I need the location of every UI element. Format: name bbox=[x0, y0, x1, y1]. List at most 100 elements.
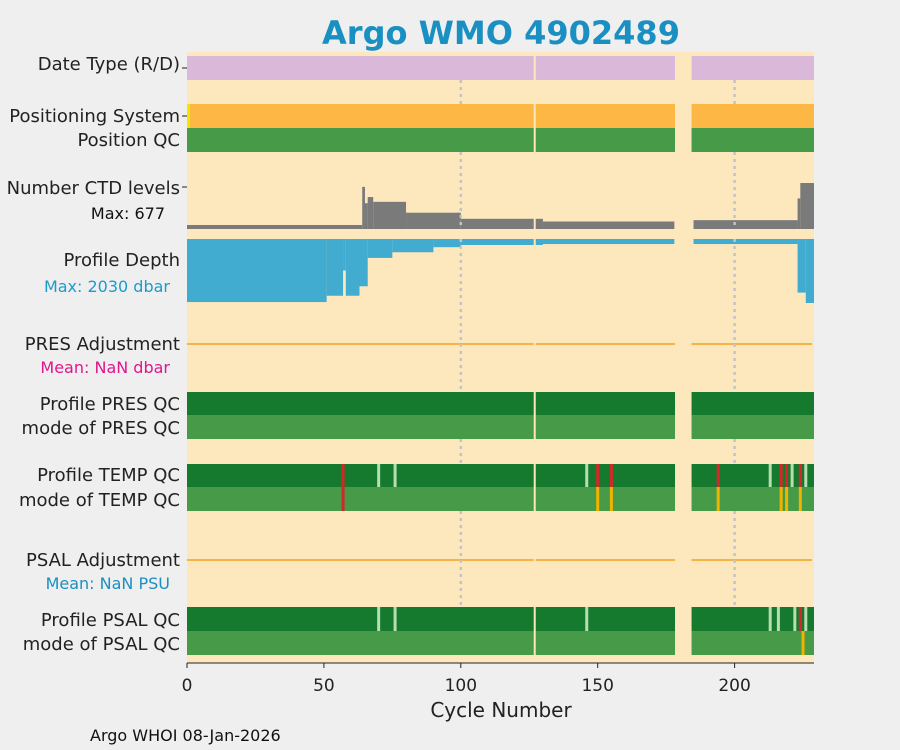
temp-qc-band-right bbox=[691, 464, 814, 487]
plot-background bbox=[187, 52, 814, 663]
psal-qc-flag-5 bbox=[793, 607, 797, 631]
ctd-level-bar-4 bbox=[373, 201, 407, 229]
profile-depth-bar-10 bbox=[693, 239, 798, 245]
positioning-band-right bbox=[691, 104, 814, 128]
ctd-levels-label: Number CTD levels bbox=[7, 178, 180, 199]
psal-mean-label: Mean: NaN PSU bbox=[46, 574, 170, 593]
x-tick-label-4: 200 bbox=[718, 676, 750, 696]
temp-qc-flag-4 bbox=[596, 464, 600, 487]
profile-depth-bar-11 bbox=[797, 239, 806, 293]
ctd-level-bar-6 bbox=[460, 218, 543, 229]
temp-qc-flag-6 bbox=[716, 464, 720, 487]
profile-depth-bar-9 bbox=[542, 239, 675, 245]
temp-qc-flag-3 bbox=[585, 464, 589, 487]
ctd-max-label: Max: 677 bbox=[91, 204, 165, 223]
profile-depth-bar-2 bbox=[343, 239, 346, 271]
temp-qc-flag-5 bbox=[609, 464, 613, 487]
ctd-level-bar-0 bbox=[187, 225, 363, 229]
temp-qc-band-left bbox=[187, 464, 676, 487]
psal-qc-flag-4 bbox=[776, 607, 780, 631]
ctd-level-bar-3 bbox=[367, 197, 374, 229]
profile-depth-bar-4 bbox=[359, 239, 368, 287]
positioning-flag bbox=[187, 104, 190, 128]
temp-qc-flag-8 bbox=[779, 464, 783, 487]
profile-depth-bar-5 bbox=[367, 239, 393, 258]
temp-qc-flag-2 bbox=[393, 464, 397, 487]
psal-qc-flag-3 bbox=[768, 607, 772, 631]
temp-qc-label: Profile TEMP QC bbox=[37, 465, 180, 486]
temp-mode-flag-2 bbox=[609, 487, 613, 511]
temp-mode-flag-4 bbox=[779, 487, 783, 511]
temp-mode-band-right bbox=[691, 487, 814, 511]
date-type-band-left bbox=[187, 56, 676, 80]
temp-qc-flag-9 bbox=[785, 464, 789, 487]
profile-depth-bar-6 bbox=[392, 239, 434, 253]
psal-mode-label: mode of PSAL QC bbox=[23, 634, 180, 655]
temp-qc-flag-1 bbox=[377, 464, 381, 487]
ctd-level-bar-10 bbox=[800, 183, 814, 229]
temp-mode-flag-1 bbox=[596, 487, 600, 511]
temp-mode-flag-3 bbox=[716, 487, 720, 511]
position-qc-band-right bbox=[691, 128, 814, 152]
psal-qc-flag-6 bbox=[798, 607, 802, 631]
temp-qc-flag-0 bbox=[341, 464, 345, 487]
position-qc-label: Position QC bbox=[77, 130, 180, 151]
temp-qc-flag-12 bbox=[804, 464, 808, 487]
temp-qc-flag-10 bbox=[790, 464, 794, 487]
cycle-separator bbox=[533, 52, 536, 663]
temp-mode-flag-0 bbox=[341, 487, 345, 511]
pres-mode-label: mode of PRES QC bbox=[22, 418, 180, 439]
ctd-level-bar-5 bbox=[406, 212, 461, 229]
pres-mode-band-right bbox=[691, 415, 814, 439]
ctd-level-bar-9 bbox=[797, 198, 801, 229]
profile-depth-bar-3 bbox=[345, 239, 360, 296]
ctd-level-bar-2 bbox=[364, 203, 368, 229]
psal-qc-flag-1 bbox=[393, 607, 397, 631]
positioning-band-left bbox=[187, 104, 676, 128]
pres-qc-label: Profile PRES QC bbox=[40, 394, 180, 415]
date-type-label: Date Type (R/D) bbox=[38, 54, 180, 75]
temp-mode-flag-5 bbox=[785, 487, 789, 511]
pres-mode-band-left bbox=[187, 415, 676, 439]
psal-qc-label: Profile PSAL QC bbox=[41, 610, 180, 631]
profile-depth-bar-7 bbox=[433, 239, 461, 248]
ctd-level-bar-7 bbox=[542, 221, 675, 229]
x-tick-label-3: 150 bbox=[581, 676, 613, 696]
data-gap bbox=[675, 52, 692, 663]
temp-mode-band-left bbox=[187, 487, 676, 511]
position-qc-band-left bbox=[187, 128, 676, 152]
x-tick-label-1: 50 bbox=[313, 676, 335, 696]
temp-qc-flag-7 bbox=[768, 464, 772, 487]
profile-depth-label: Profile Depth bbox=[63, 250, 180, 271]
psal-mode-band-right bbox=[691, 631, 814, 655]
psal-mode-flag-0 bbox=[801, 631, 805, 655]
profile-depth-bar-0 bbox=[187, 239, 327, 303]
date-type-band-right bbox=[691, 56, 814, 80]
x-tick-label-0: 0 bbox=[182, 676, 193, 696]
depth-max-label: Max: 2030 dbar bbox=[44, 277, 170, 296]
temp-mode-flag-6 bbox=[798, 487, 802, 511]
x-tick-label-2: 100 bbox=[445, 676, 477, 696]
x-axis-label: Cycle Number bbox=[430, 698, 572, 722]
chart-title: Argo WMO 4902489 bbox=[322, 14, 680, 52]
positioning-label: Positioning System bbox=[9, 106, 180, 127]
psal-qc-flag-2 bbox=[585, 607, 589, 631]
ctd-level-bar-8 bbox=[693, 220, 798, 229]
profile-depth-bar-12 bbox=[805, 239, 814, 303]
temp-qc-flag-11 bbox=[798, 464, 802, 487]
psal-qc-band-left bbox=[187, 607, 676, 631]
temp-mode-label: mode of TEMP QC bbox=[19, 490, 180, 511]
ctd-level-bar-1 bbox=[362, 186, 365, 229]
pres-qc-band-left bbox=[187, 392, 676, 415]
psal-qc-flag-0 bbox=[377, 607, 381, 631]
pres-qc-band-right bbox=[691, 392, 814, 415]
profile-depth-bar-1 bbox=[326, 239, 344, 296]
footer-text: Argo WHOI 08-Jan-2026 bbox=[90, 726, 281, 745]
profile-depth-bar-8 bbox=[460, 239, 543, 245]
pres-adjustment-label: PRES Adjustment bbox=[25, 334, 180, 355]
pres-mean-label: Mean: NaN dbar bbox=[40, 358, 170, 377]
psal-qc-flag-7 bbox=[804, 607, 808, 631]
psal-mode-band-left bbox=[187, 631, 676, 655]
psal-adjustment-label: PSAL Adjustment bbox=[26, 550, 180, 571]
